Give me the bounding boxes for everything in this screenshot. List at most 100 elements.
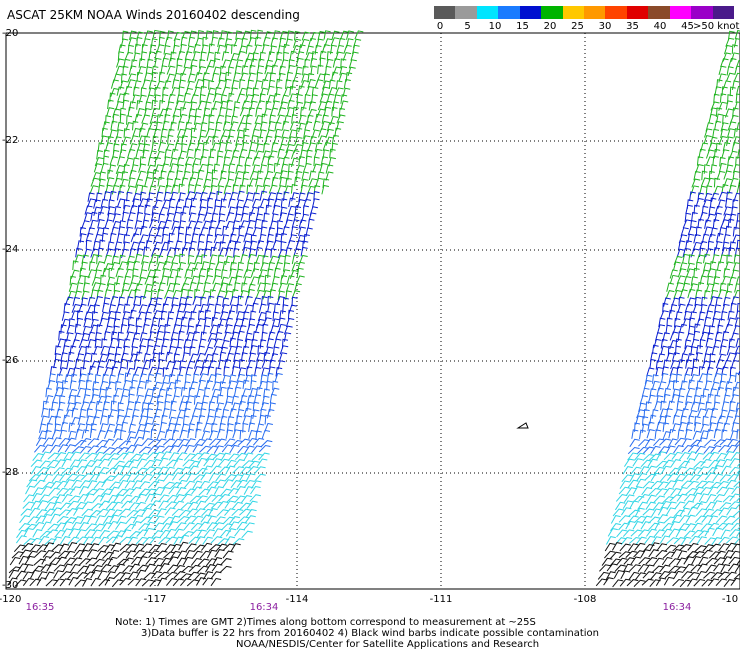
wind-barb — [239, 508, 252, 516]
wind-barb — [173, 353, 180, 363]
wind-barb — [44, 466, 56, 475]
wind-barb — [193, 474, 205, 482]
wind-barb — [681, 282, 690, 292]
wind-barb — [229, 121, 239, 131]
wind-barb — [286, 275, 295, 285]
wind-barb — [706, 429, 714, 439]
wind-barb — [131, 94, 140, 104]
wind-barb — [44, 501, 56, 511]
wind-barb — [92, 240, 101, 251]
wind-barb — [678, 387, 686, 398]
wind-barb — [232, 429, 241, 439]
wind-barb — [714, 269, 722, 279]
wind-barb — [722, 142, 731, 152]
wind-barb — [684, 429, 693, 439]
wind-barb — [259, 129, 267, 139]
wind-barb — [177, 303, 186, 313]
wind-barb — [658, 381, 667, 391]
wind-barb — [290, 157, 300, 167]
wind-barb — [207, 295, 215, 306]
wind-barb — [103, 438, 115, 447]
wind-barb — [197, 30, 204, 40]
wind-barb — [687, 571, 699, 580]
wind-barb — [691, 522, 703, 531]
wind-barb — [221, 444, 233, 453]
wind-barb — [92, 495, 104, 503]
wind-barb — [240, 352, 248, 362]
wind-barb — [350, 51, 359, 61]
wind-barb — [675, 528, 686, 538]
wind-barb — [161, 233, 169, 244]
wind-barb — [663, 576, 674, 586]
wind-barb — [86, 549, 98, 558]
wind-barb — [8, 566, 21, 574]
wind-barb — [663, 452, 676, 461]
wind-barb — [211, 169, 218, 180]
wind-barb — [161, 163, 169, 173]
wind-barb — [725, 571, 737, 580]
wind-barb — [247, 359, 256, 370]
wind-barb — [685, 421, 694, 432]
wind-barb — [646, 494, 657, 504]
wind-barb — [173, 458, 183, 468]
wind-barb — [714, 459, 726, 468]
wind-barb — [188, 536, 201, 544]
wind-barb — [247, 283, 256, 294]
wind-barb — [644, 374, 653, 385]
wind-barb — [731, 141, 740, 152]
wind-barb — [715, 107, 723, 118]
wind-barb — [61, 528, 72, 537]
wind-barb — [190, 529, 202, 537]
wind-barb — [87, 480, 98, 489]
wind-barb — [158, 457, 169, 467]
wind-barb — [627, 543, 639, 552]
wind-barb — [146, 128, 155, 138]
wind-barb — [342, 87, 351, 98]
wind-barb — [263, 351, 271, 362]
wind-barb — [723, 515, 736, 523]
wind-barb — [182, 415, 190, 426]
wind-barb — [636, 409, 646, 419]
wind-barb — [731, 543, 740, 552]
wind-barb — [728, 57, 737, 68]
wind-barb — [241, 495, 252, 504]
wind-barb — [108, 267, 115, 278]
wind-barb — [710, 164, 718, 174]
wind-barb — [179, 573, 192, 581]
wind-barb — [718, 101, 728, 111]
wind-barb — [732, 164, 740, 174]
wind-barb — [107, 99, 114, 110]
wind-barb — [198, 379, 206, 390]
wind-barb — [133, 366, 143, 376]
wind-barb — [184, 549, 195, 559]
wind-barb — [256, 458, 268, 467]
wind-barb — [85, 488, 98, 496]
wind-barb — [90, 211, 98, 222]
wind-barb — [71, 407, 79, 418]
wind-barb — [103, 331, 111, 341]
wind-barb — [687, 226, 697, 236]
wind-barb — [116, 198, 126, 208]
wind-barb — [719, 282, 727, 293]
wind-barb — [718, 536, 730, 545]
wind-barb — [248, 318, 256, 328]
wind-barb — [176, 550, 187, 560]
wind-barb — [729, 400, 736, 411]
wind-barb — [675, 373, 683, 384]
wind-barb — [695, 261, 703, 272]
wind-barb — [111, 509, 123, 518]
wind-barb — [614, 501, 626, 511]
wind-barb — [197, 558, 210, 566]
wind-barb — [28, 474, 41, 482]
wind-barb — [187, 465, 199, 474]
wind-barb — [671, 423, 681, 433]
wind-barb — [720, 564, 731, 573]
wind-barb — [109, 92, 116, 103]
wind-barb — [626, 579, 639, 587]
wind-barb — [100, 488, 113, 497]
wind-barb — [222, 543, 235, 551]
wind-barb — [317, 135, 327, 145]
wind-barb — [125, 543, 138, 552]
wind-barb — [695, 345, 703, 355]
wind-barb — [242, 415, 251, 425]
